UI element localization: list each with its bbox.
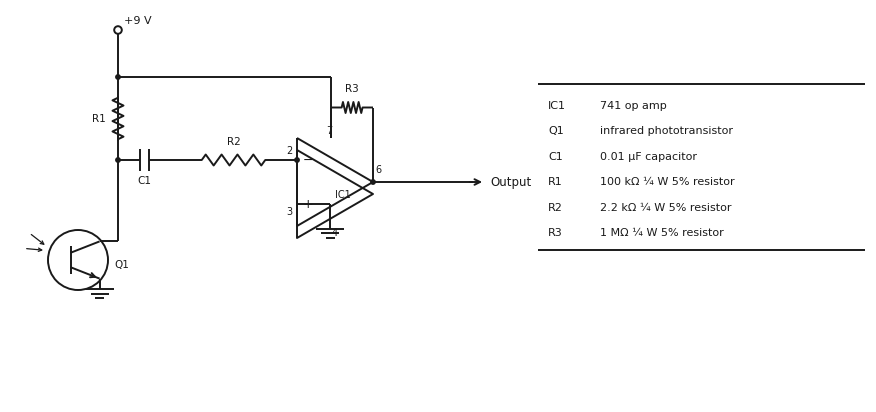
Text: R1: R1 <box>92 113 106 124</box>
Circle shape <box>371 180 375 184</box>
Text: R2: R2 <box>227 137 240 147</box>
Text: 2.2 kΩ ¼ W 5% resistor: 2.2 kΩ ¼ W 5% resistor <box>600 203 731 213</box>
Text: −: − <box>303 154 314 166</box>
Text: R1: R1 <box>548 177 562 187</box>
Circle shape <box>295 158 300 162</box>
Text: 6: 6 <box>375 165 381 175</box>
Text: R2: R2 <box>548 203 563 213</box>
Text: IC1: IC1 <box>336 190 351 200</box>
Circle shape <box>116 158 120 162</box>
Text: +: + <box>303 197 314 211</box>
Text: 7: 7 <box>326 126 332 136</box>
Text: +9 V: +9 V <box>124 16 152 26</box>
Text: R3: R3 <box>345 84 359 94</box>
Text: C1: C1 <box>548 152 562 162</box>
Text: 1 MΩ ¼ W 5% resistor: 1 MΩ ¼ W 5% resistor <box>600 228 724 239</box>
Circle shape <box>116 75 120 79</box>
Text: 4: 4 <box>332 228 338 238</box>
Text: Q1: Q1 <box>114 260 129 270</box>
Text: infrared phototransistor: infrared phototransistor <box>600 126 733 136</box>
Text: R3: R3 <box>548 228 562 239</box>
Text: 0.01 μF capacitor: 0.01 μF capacitor <box>600 152 697 162</box>
Text: 3: 3 <box>286 207 292 217</box>
Text: IC1: IC1 <box>548 101 566 111</box>
Text: Q1: Q1 <box>548 126 564 136</box>
Text: 741 op amp: 741 op amp <box>600 101 667 111</box>
Text: 100 kΩ ¼ W 5% resistor: 100 kΩ ¼ W 5% resistor <box>600 177 735 187</box>
Text: 2: 2 <box>286 146 292 156</box>
Text: C1: C1 <box>137 176 151 186</box>
Text: Output: Output <box>490 176 531 189</box>
